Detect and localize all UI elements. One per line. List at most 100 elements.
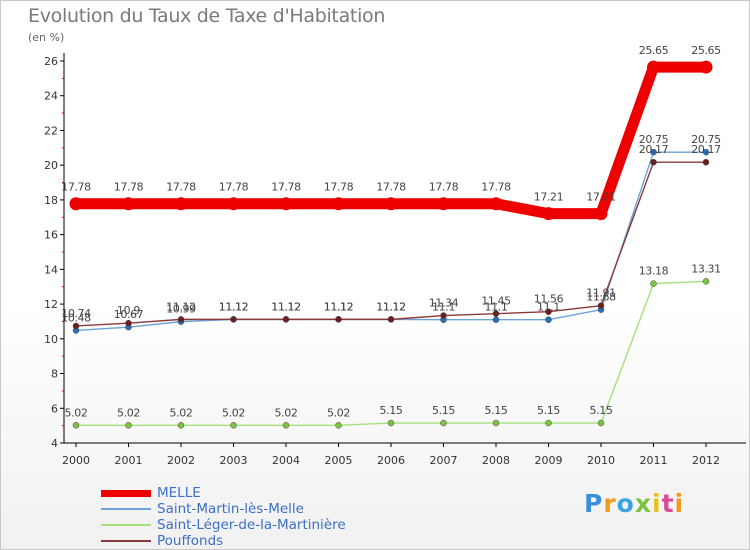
data-point xyxy=(647,60,660,74)
data-point xyxy=(545,316,552,323)
data-label: 11.1 xyxy=(432,301,455,314)
data-point xyxy=(545,308,552,315)
data-label: 11.68 xyxy=(586,291,616,304)
x-tick-label: 2004 xyxy=(272,454,300,467)
data-point xyxy=(177,422,185,429)
data-point xyxy=(492,316,500,323)
chart-title: Evolution du Taux de Taxe d'Habitation xyxy=(28,5,386,27)
logo-letter: P xyxy=(584,489,604,518)
data-point xyxy=(545,419,552,427)
data-label: 11.12 xyxy=(324,300,354,313)
data-point xyxy=(230,422,237,429)
data-point xyxy=(492,419,500,427)
data-label: 10.67 xyxy=(114,308,144,321)
data-point xyxy=(174,197,188,211)
data-point xyxy=(177,316,185,323)
data-label: 20.75 xyxy=(691,133,721,146)
x-tick-label: 2007 xyxy=(430,454,458,467)
data-label: 10.74 xyxy=(61,307,91,320)
data-label: 5.02 xyxy=(327,406,350,419)
data-point xyxy=(332,197,345,211)
data-point xyxy=(72,322,80,330)
data-label: 11.1 xyxy=(485,301,508,314)
data-point xyxy=(387,316,395,323)
data-point xyxy=(489,197,503,211)
data-label: 13.31 xyxy=(691,262,721,275)
data-point xyxy=(650,148,657,156)
data-point xyxy=(125,319,132,327)
data-label: 5.02 xyxy=(275,406,298,419)
data-point xyxy=(597,419,605,427)
data-label: 11.12 xyxy=(166,300,196,313)
data-label: 5.15 xyxy=(537,404,560,417)
data-label: 11.12 xyxy=(376,300,406,313)
x-tick-label: 2009 xyxy=(535,454,563,467)
x-tick-label: 2011 xyxy=(640,454,668,467)
data-point xyxy=(597,302,605,309)
data-point xyxy=(384,197,398,211)
legend-swatch xyxy=(101,489,151,497)
logo-letter: i xyxy=(674,489,685,518)
legend-label: MELLE xyxy=(157,485,201,501)
data-label: 5.02 xyxy=(170,406,193,419)
data-label: 17.21 xyxy=(534,191,564,204)
data-label: 13.18 xyxy=(639,265,669,278)
data-label: 5.02 xyxy=(117,406,140,419)
data-label: 17.21 xyxy=(586,191,616,204)
data-label: 17.78 xyxy=(271,181,301,194)
data-label: 5.15 xyxy=(432,404,455,417)
y-tick-label: 18 xyxy=(44,194,58,207)
y-tick-label: 10 xyxy=(44,333,58,346)
data-point xyxy=(440,419,447,427)
data-point xyxy=(335,422,342,429)
data-label: 5.15 xyxy=(485,404,508,417)
data-label: 17.78 xyxy=(429,181,459,194)
data-label: 17.78 xyxy=(324,181,354,194)
data-label: 20.17 xyxy=(639,143,669,156)
proxiti-logo: Proxiti xyxy=(584,489,684,518)
data-point xyxy=(387,419,395,427)
data-point xyxy=(125,422,132,429)
y-tick-label: 26 xyxy=(44,55,58,68)
data-label: 11.12 xyxy=(219,300,249,313)
y-tick-label: 14 xyxy=(44,263,58,276)
data-point xyxy=(594,207,608,221)
data-label: 25.65 xyxy=(691,44,721,57)
y-tick-label: 16 xyxy=(44,229,58,242)
y-axis-unit: (en %) xyxy=(28,31,65,44)
logo-letter: o xyxy=(616,489,635,518)
chart-legend: MELLE Saint-Martin-lès-Melle Saint-Léger-d… xyxy=(101,485,346,549)
legend-label: Pouffonds xyxy=(157,533,224,549)
data-label: 11.12 xyxy=(324,300,354,313)
x-tick-label: 2003 xyxy=(220,454,248,467)
data-point xyxy=(279,197,293,211)
data-label: 17.78 xyxy=(219,181,249,194)
data-label: 20.75 xyxy=(639,133,669,146)
logo-letter: r xyxy=(603,489,617,518)
logo-letter: i xyxy=(652,489,662,518)
y-tick-label: 12 xyxy=(44,298,58,311)
legend-label: Saint-Martin-lès-Melle xyxy=(157,501,304,517)
legend-item: Pouffonds xyxy=(101,533,346,549)
x-tick-label: 2002 xyxy=(167,454,195,467)
data-point xyxy=(650,158,657,166)
legend-swatch xyxy=(101,524,151,526)
data-point xyxy=(230,316,237,323)
y-tick-label: 6 xyxy=(51,402,58,415)
data-point xyxy=(702,278,710,285)
data-label: 11.56 xyxy=(534,293,564,306)
data-label: 17.78 xyxy=(166,181,196,194)
x-tick-label: 2012 xyxy=(692,454,720,467)
data-label: 25.65 xyxy=(639,44,669,57)
data-label: 10.48 xyxy=(61,311,91,324)
data-point xyxy=(69,197,83,211)
data-point xyxy=(122,197,135,211)
y-tick-label: 24 xyxy=(44,90,58,103)
data-label: 5.15 xyxy=(380,404,403,417)
data-label: 11.12 xyxy=(376,300,406,313)
data-point xyxy=(72,422,80,429)
data-label: 11.12 xyxy=(271,300,301,313)
data-label: 10.99 xyxy=(166,303,196,316)
x-tick-label: 2005 xyxy=(325,454,353,467)
